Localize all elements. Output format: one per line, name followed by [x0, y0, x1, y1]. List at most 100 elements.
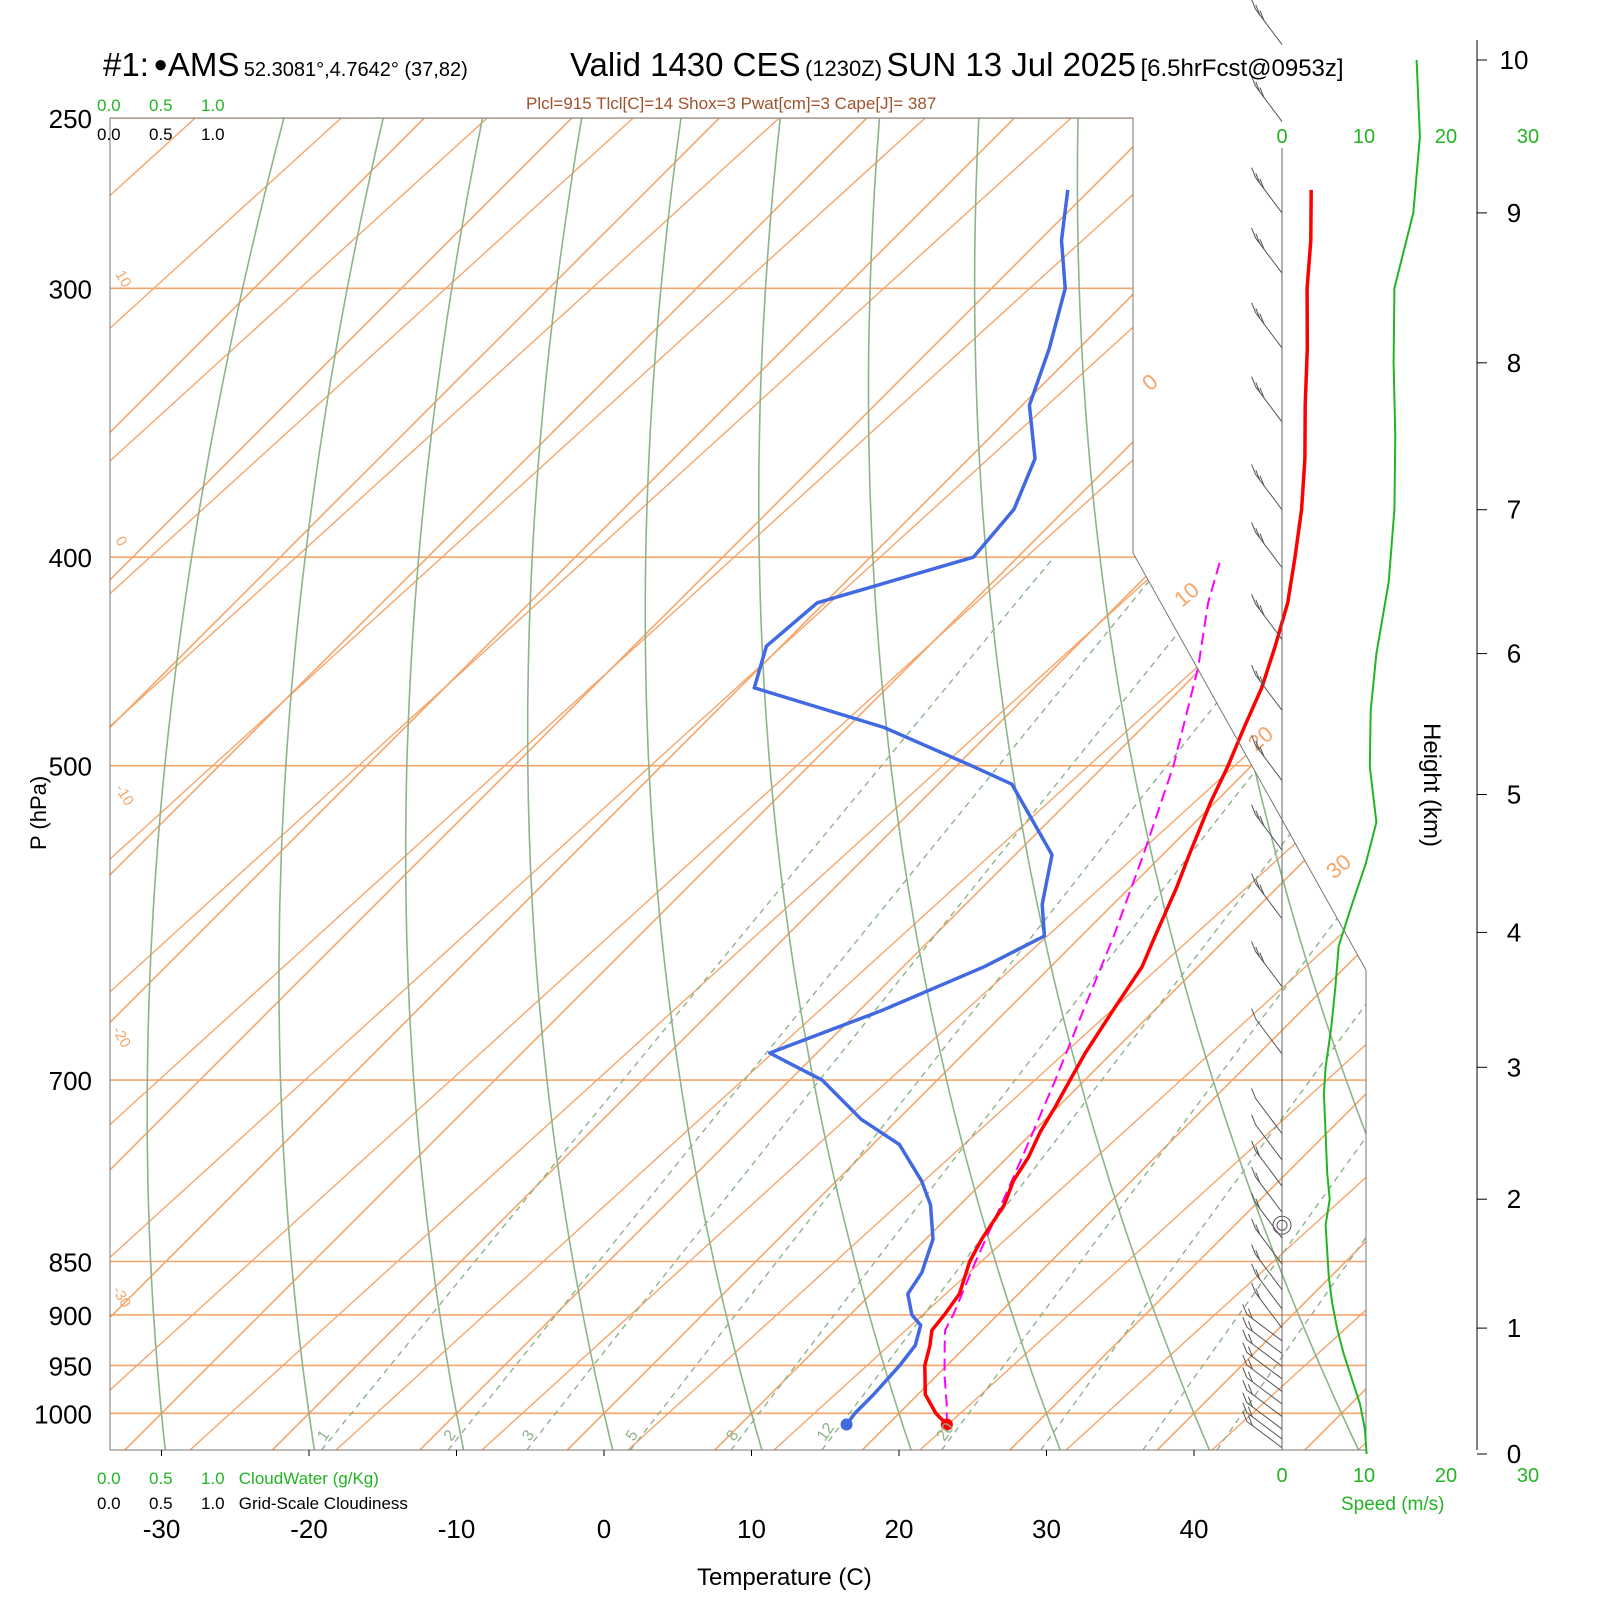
isotherm-line	[1304, 118, 1366, 1450]
wind-barb	[1255, 474, 1283, 511]
dry-adiabat	[1076, 118, 1360, 1450]
thickness-line	[110, 118, 780, 1450]
isotherm-line	[861, 118, 1366, 1450]
thickness-line	[110, 118, 1072, 1450]
wind-barb-flag	[1251, 1166, 1257, 1178]
wind-barb	[1246, 1339, 1283, 1367]
wind-barb-flag	[1247, 1396, 1253, 1408]
wind-barb	[1255, 745, 1283, 781]
wind-barb	[1246, 1314, 1283, 1342]
wind-barb	[1255, 814, 1283, 851]
wind-barb-flag	[1255, 1146, 1261, 1157]
wind-barb-flag	[1251, 0, 1257, 10]
wind-barb	[1255, 1273, 1283, 1310]
wind-barb-flag	[1255, 173, 1261, 184]
mixing-ratio-line	[730, 556, 1366, 1450]
wind-barb-flag	[1251, 376, 1257, 387]
wind-barb-flag	[1255, 1224, 1261, 1235]
wind-barb-flag	[1242, 1379, 1248, 1391]
thickness-line	[110, 118, 1366, 1450]
wind-barb-flag	[1242, 1392, 1248, 1403]
wind-barb-flag	[1251, 1008, 1257, 1019]
cloudwater-scale-top: 0.0 0.5 1.0	[97, 96, 225, 116]
wind-barb-flag	[1259, 475, 1265, 486]
dry-adiabat	[146, 118, 285, 1450]
isotherm-line	[110, 118, 868, 1450]
mixing-ratio-label: 5	[623, 1427, 642, 1444]
wind-barb	[1255, 1202, 1283, 1239]
wind-barb	[1246, 1402, 1283, 1430]
cw-btick-1: 0.5	[148, 1469, 173, 1488]
height-tick-label: 4	[1507, 917, 1521, 947]
wind-barb-flag	[1255, 527, 1261, 539]
isotherm-label: -20	[109, 1024, 135, 1051]
isotherm-line	[110, 118, 720, 1450]
pressure-tick-label: 900	[49, 1301, 92, 1331]
station-id: #1:	[103, 46, 149, 83]
height-tick-label: 2	[1507, 1184, 1521, 1214]
wind-barb-flag	[1255, 81, 1261, 93]
temperature-trace	[923, 189, 1313, 1426]
wind-barb-flag	[1247, 1333, 1253, 1345]
wind-barb	[1246, 1326, 1283, 1354]
wind-barb-flag	[1255, 740, 1261, 752]
cloudwater-scale-bottom: 0.0 0.5 1.0 CloudWater (g/Kg)	[97, 1469, 379, 1489]
wind-barb-flag	[1251, 1114, 1257, 1125]
dry-adiabat	[1376, 118, 1600, 1450]
cw-btick-0: 0.0	[97, 1469, 121, 1488]
cw-tick-0: 0.0	[97, 96, 121, 115]
x-axis-label: Temperature (C)	[697, 1564, 872, 1591]
pressure-tick-label: 250	[49, 104, 92, 134]
surface-temperature-dot	[940, 1418, 953, 1431]
wind-barb-flag	[1255, 946, 1261, 958]
wind-barb	[1255, 312, 1283, 349]
wind-barb	[1255, 603, 1283, 640]
wind-barb-flag	[1242, 1354, 1248, 1366]
dry-adiabat	[867, 118, 1061, 1450]
height-tick-label: 10	[1500, 45, 1529, 75]
thickness-line	[110, 118, 926, 1450]
wind-barb-flag	[1251, 1244, 1257, 1255]
speed-tick-top: 10	[1353, 126, 1375, 148]
wind-barb	[1255, 1098, 1283, 1134]
mixing-ratio-line	[321, 556, 1055, 1450]
x-tick-label: 40	[1180, 1514, 1209, 1544]
wind-barb-flag	[1242, 1402, 1248, 1413]
cl-tick-1: 0.5	[148, 125, 173, 144]
speed-tick-bottom: 0	[1276, 1465, 1287, 1487]
cloudiness-scale-top: 0.0 0.5 1.0	[97, 125, 225, 145]
wind-barb-flag	[1255, 878, 1261, 890]
wind-barb-flag	[1247, 1359, 1253, 1370]
wind-barb-flag	[1255, 233, 1261, 244]
speed-tick-top: 30	[1517, 126, 1539, 148]
cl-tick-2: 1.0	[200, 125, 225, 144]
calm-wind-circle	[1272, 1215, 1292, 1235]
isotherm-label: 0	[112, 534, 131, 550]
wind-barb-flag	[1255, 599, 1261, 610]
wind-barb	[1255, 1292, 1283, 1329]
wind-barb-flag	[1255, 382, 1261, 393]
plot-frame	[109, 117, 1367, 1450]
wind-barb-flag	[1259, 605, 1265, 616]
wind-barb	[1255, 1176, 1283, 1213]
wind-barb	[1255, 1254, 1283, 1291]
dry-adiabat	[1475, 118, 1600, 1450]
wind-speed-trace	[1322, 59, 1421, 1455]
wind-barb-flag	[1247, 1384, 1253, 1395]
thickness-line	[110, 118, 488, 1450]
pressure-tick-label: 1000	[34, 1399, 92, 1429]
wind-barb	[1246, 1412, 1283, 1440]
cw-tick-2: 1.0	[200, 96, 225, 115]
isotherm-line	[419, 118, 1366, 1450]
x-tick-label: -20	[290, 1514, 328, 1544]
isotherm-label: -10	[112, 782, 138, 809]
wind-barb-flag	[1259, 676, 1265, 687]
wind-barb-flag	[1251, 735, 1257, 746]
height-tick-label: 6	[1507, 639, 1521, 669]
height-tick-label: 8	[1507, 348, 1521, 378]
thickness-line	[481, 118, 1366, 1450]
forecast-info: [6.5hrFcst@0953z]	[1140, 55, 1344, 82]
wind-barb-flag	[1251, 1140, 1257, 1152]
wind-barb	[1255, 1228, 1283, 1265]
wind-barb-flag	[1251, 1218, 1257, 1230]
